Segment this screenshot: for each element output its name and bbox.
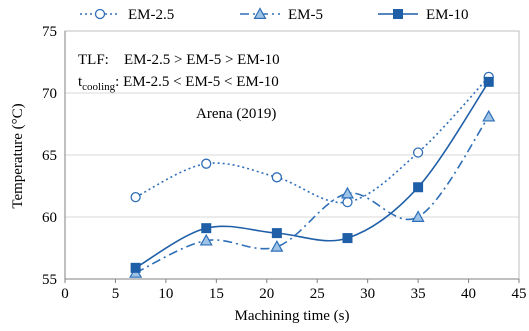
data-point-em-2-5 bbox=[412, 147, 424, 158]
legend-item-em-10: EM-10 bbox=[378, 7, 469, 23]
data-point-em-5 bbox=[340, 186, 355, 199]
y-tick-labels: 55 60 65 70 75 bbox=[42, 24, 57, 288]
x-tick-labels: 0 5 10 15 20 25 30 35 40 45 bbox=[61, 279, 527, 302]
data-point-em-5 bbox=[411, 210, 425, 222]
x-axis-label: Machining time (s) bbox=[235, 308, 350, 324]
x-tick-label: 45 bbox=[512, 286, 527, 302]
y-tick-label: 65 bbox=[42, 148, 57, 164]
annotation-tcooling-sub: cooling bbox=[82, 81, 115, 93]
series-line-em-10 bbox=[135, 81, 490, 269]
series-line-em-5 bbox=[135, 116, 490, 274]
axes bbox=[64, 31, 519, 280]
data-point-em-2-5 bbox=[201, 158, 212, 169]
data-point-em-10 bbox=[483, 76, 494, 87]
annotation-tlf-label: TLF: bbox=[78, 52, 109, 68]
y-tick-label: 60 bbox=[42, 210, 57, 226]
x-tick-label: 35 bbox=[411, 286, 426, 302]
series-em-10 bbox=[130, 76, 494, 273]
legend: EM-2.5 EM-5 EM-10 bbox=[80, 7, 469, 23]
x-tick-label: 10 bbox=[158, 286, 173, 302]
x-tick-label: 25 bbox=[310, 286, 325, 302]
x-tick-label: 30 bbox=[360, 286, 375, 302]
data-point-em-10 bbox=[201, 223, 212, 234]
y-axis-label: Temperature (°C) bbox=[10, 103, 26, 208]
legend-marker-em-2-5 bbox=[94, 8, 106, 20]
legend-marker-em-5 bbox=[253, 7, 267, 19]
data-point-em-2-5 bbox=[130, 192, 141, 203]
legend-item-em-2-5: EM-2.5 bbox=[80, 7, 174, 23]
series-layer bbox=[129, 71, 496, 278]
series-line-em-2-5 bbox=[135, 76, 490, 204]
annotation-tlf-text: EM-2.5 > EM-5 > EM-10 bbox=[124, 52, 280, 68]
annotation-tcooling-main: t bbox=[78, 74, 83, 90]
data-point-em-10 bbox=[342, 233, 353, 244]
x-tick-label: 20 bbox=[259, 286, 274, 302]
legend-item-em-5: EM-5 bbox=[240, 7, 323, 23]
legend-label-em-2-5: EM-2.5 bbox=[128, 7, 174, 23]
data-point-em-2-5 bbox=[342, 196, 353, 208]
data-point-em-5 bbox=[199, 233, 213, 246]
legend-label-em-5: EM-5 bbox=[288, 7, 323, 23]
data-point-em-5 bbox=[270, 240, 284, 252]
data-point-em-10 bbox=[130, 262, 141, 273]
x-tick-label: 15 bbox=[209, 286, 224, 302]
legend-label-em-10: EM-10 bbox=[426, 7, 469, 23]
legend-marker-em-10 bbox=[393, 9, 403, 19]
y-tick-label: 75 bbox=[42, 24, 57, 40]
x-tick-label: 5 bbox=[112, 286, 120, 302]
data-point-em-10 bbox=[271, 228, 282, 239]
annotation-box: TLF: EM-2.5 > EM-5 > EM-10 tcooling: EM-… bbox=[78, 52, 280, 122]
x-tick-label: 40 bbox=[461, 286, 476, 302]
annotation-tcooling-text: : EM-2.5 < EM-5 < EM-10 bbox=[115, 74, 279, 90]
y-tick-label: 70 bbox=[42, 86, 57, 102]
annotation-tcooling: tcooling: EM-2.5 < EM-5 < EM-10 bbox=[78, 74, 279, 93]
data-point-em-5 bbox=[482, 109, 496, 122]
annotation-source: Arena (2019) bbox=[196, 106, 276, 122]
x-tick-label: 0 bbox=[61, 286, 69, 302]
data-point-em-10 bbox=[413, 182, 424, 193]
series-em-2-5 bbox=[130, 71, 494, 208]
y-tick-label: 55 bbox=[42, 272, 57, 288]
data-point-em-2-5 bbox=[271, 172, 283, 183]
